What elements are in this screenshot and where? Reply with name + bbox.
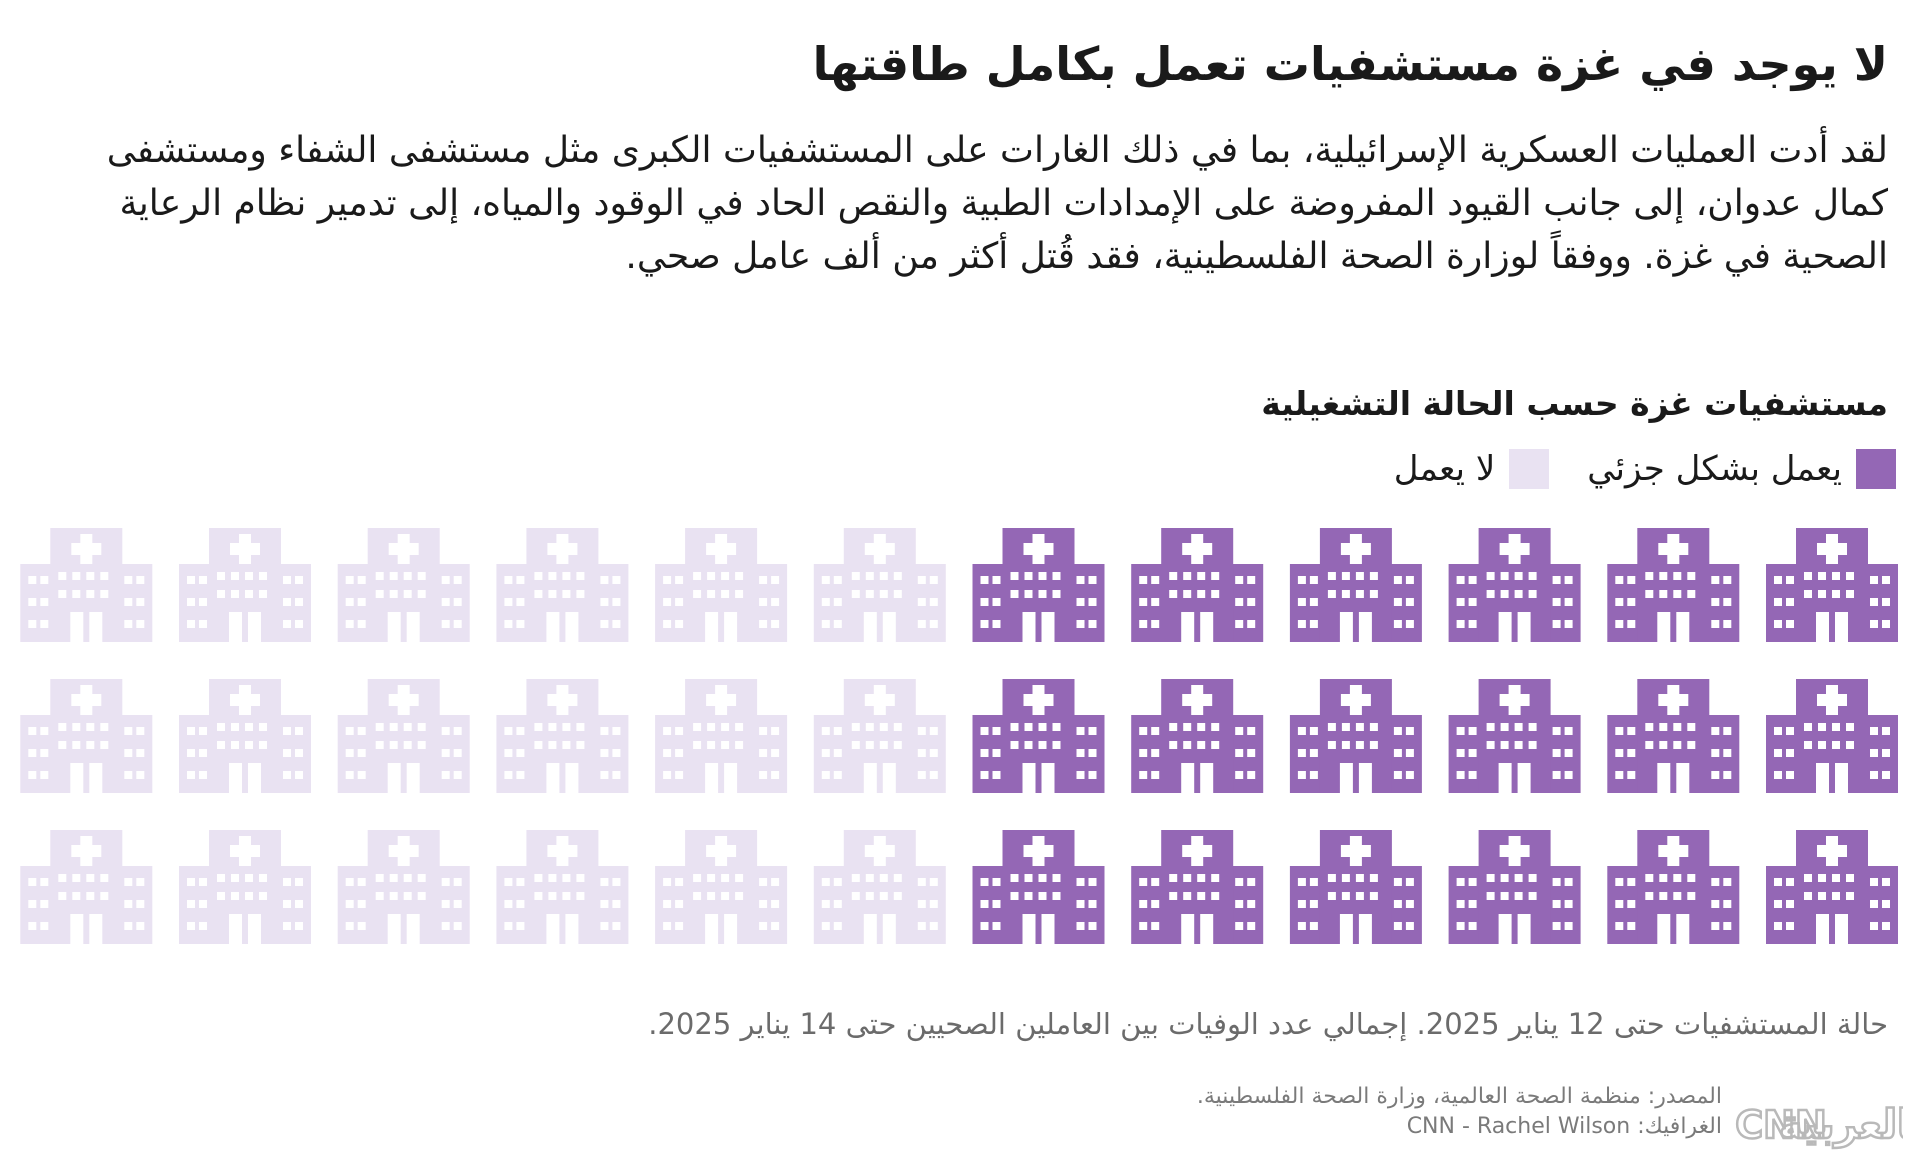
hospital-icon-not-working [337,528,470,642]
hospital-icon-partial [1766,679,1898,793]
hospital-icon-not-working [496,679,629,793]
legend-item-not-working: لا يعمل [1393,447,1550,491]
hospital-pictogram-grid [20,528,1898,944]
logo-text-cnn: CNN [1735,1103,1827,1147]
hospital-icon-not-working [655,528,788,642]
hospital-icon-partial [1131,528,1264,642]
hospital-icon-partial [1607,830,1740,944]
legend-swatch-not-working [1509,449,1550,489]
hospital-icon-not-working [813,830,946,944]
hospital-icon-not-working [496,528,629,642]
hospital-icon-not-working [179,679,311,793]
legend-swatch-partial [1856,449,1896,489]
hospital-icon-not-working [20,679,153,793]
legend-label-partial: يعمل بشكل جزئي [1587,449,1842,489]
hospital-icon-partial [1607,528,1740,642]
legend-item-partial: يعمل بشكل جزئي [1587,447,1896,491]
hospital-icon-partial [972,528,1105,642]
hospital-icon-not-working [813,679,946,793]
intro-paragraph: لقد أدت العمليات العسكرية الإسرائيلية، ب… [106,130,1888,277]
hospital-icon-partial [1448,679,1581,793]
legend-label-not-working: لا يعمل [1393,449,1496,489]
hospital-icon-partial [1289,528,1422,642]
hospital-icon-partial [1131,830,1264,944]
hospital-icon-partial [1448,528,1581,642]
hospital-icon-not-working [179,528,311,642]
chart-legend: يعمل بشكل جزئي لا يعمل [1394,444,1896,494]
hospital-icon-not-working [337,830,470,944]
hospital-icon-partial [1766,528,1898,642]
chart-note: حالة المستشفيات حتى 12 يناير 2025. إجمال… [648,1007,1888,1041]
graphics-credit: الغرافيك: CNN - Rachel Wilson [1406,1114,1722,1139]
hospital-icon-partial [1289,830,1422,944]
hospital-icon-not-working [179,830,311,944]
hospital-icon-partial [972,830,1105,944]
hospital-icon-partial [1448,830,1581,944]
hospital-icon-not-working [655,679,788,793]
hospital-icon-not-working [20,528,153,642]
hospital-icon-not-working [496,830,629,944]
page-title: لا يوجد في غزة مستشفيات تعمل بكامل طاقته… [812,37,1888,91]
hospital-icon-partial [1289,679,1422,793]
hospital-icon-not-working [337,679,470,793]
source-credit: المصدر: منظمة الصحة العالمية، وزارة الصح… [1196,1084,1722,1109]
hospital-icon-partial [972,679,1105,793]
hospital-icon-partial [1607,679,1740,793]
hospital-icon-partial [1766,830,1898,944]
hospital-icon-partial [1131,679,1264,793]
hospital-icon-not-working [20,830,153,944]
logo-text-arabic: بالعربية [1779,1102,1903,1148]
cnn-arabic-logo: بالعربية CNN [1734,1101,1903,1150]
hospital-icon-not-working [813,528,946,642]
chart-title: مستشفيات غزة حسب الحالة التشغيلية [1261,384,1888,423]
hospital-icon-not-working [655,830,788,944]
credits: المصدر: منظمة الصحة العالمية، وزارة الصح… [1197,1082,1722,1142]
